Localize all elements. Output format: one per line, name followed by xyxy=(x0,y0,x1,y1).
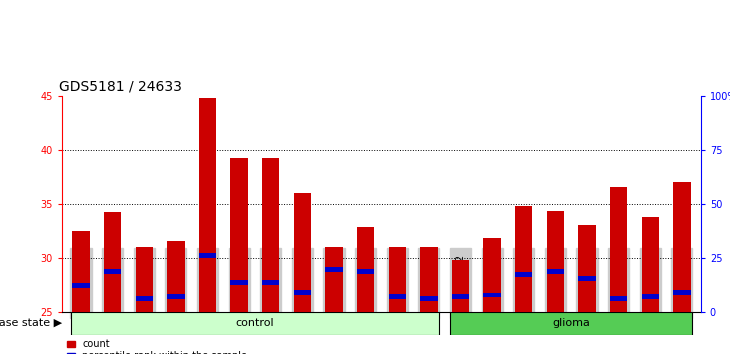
Bar xyxy=(547,211,564,312)
Bar xyxy=(452,260,469,312)
Bar xyxy=(72,283,90,288)
Bar xyxy=(547,269,564,274)
Bar xyxy=(515,206,532,312)
Bar xyxy=(420,247,437,312)
Bar xyxy=(199,98,216,312)
Bar xyxy=(483,293,501,297)
Legend: count, percentile rank within the sample: count, percentile rank within the sample xyxy=(67,339,247,354)
Bar xyxy=(483,238,501,312)
Bar xyxy=(610,187,627,312)
Bar xyxy=(357,269,374,274)
Bar xyxy=(136,247,153,312)
Bar xyxy=(673,182,691,312)
Bar xyxy=(167,241,185,312)
Bar xyxy=(326,247,342,312)
Bar xyxy=(293,291,311,295)
Bar xyxy=(104,212,121,312)
Bar xyxy=(231,158,247,312)
Bar xyxy=(673,291,691,295)
Bar xyxy=(262,158,280,312)
Bar xyxy=(262,280,280,285)
Bar xyxy=(72,230,90,312)
Bar xyxy=(326,267,342,272)
Bar xyxy=(450,312,692,335)
Bar xyxy=(388,247,406,312)
Bar xyxy=(388,294,406,298)
Text: disease state ▶: disease state ▶ xyxy=(0,318,62,328)
Bar xyxy=(452,294,469,298)
Text: control: control xyxy=(236,318,274,328)
Bar xyxy=(642,294,659,298)
Bar xyxy=(104,269,121,274)
Bar xyxy=(136,296,153,301)
Bar xyxy=(515,272,532,277)
Bar xyxy=(167,294,185,298)
Bar xyxy=(420,296,437,301)
Bar xyxy=(357,227,374,312)
Bar xyxy=(293,193,311,312)
Text: GDS5181 / 24633: GDS5181 / 24633 xyxy=(59,79,182,93)
Bar xyxy=(642,217,659,312)
Bar xyxy=(199,253,216,257)
Text: glioma: glioma xyxy=(552,318,590,328)
Bar xyxy=(231,280,247,285)
Bar xyxy=(578,276,596,281)
Bar xyxy=(71,312,439,335)
Bar xyxy=(578,225,596,312)
Bar xyxy=(610,296,627,301)
